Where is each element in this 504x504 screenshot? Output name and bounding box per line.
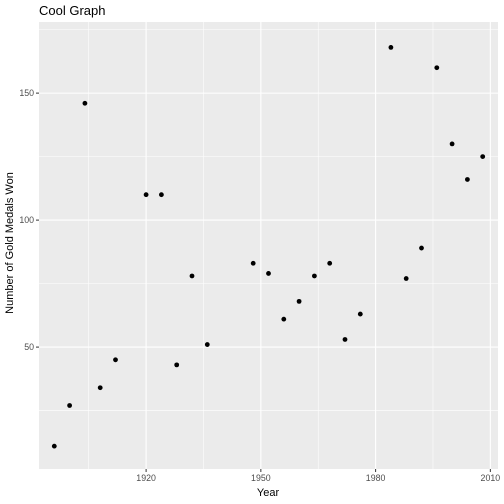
x-tick-label: 1920: [136, 473, 156, 483]
minor-gridlines: [39, 22, 498, 469]
data-point: [189, 273, 195, 279]
x-axis-title: Year: [257, 487, 280, 499]
data-point: [403, 276, 409, 281]
data-point: [342, 337, 348, 342]
data-point: [266, 271, 271, 276]
data-point: [113, 357, 118, 363]
data-point: [312, 273, 317, 279]
data-point: [250, 260, 256, 266]
y-tick-label: 50: [24, 342, 34, 352]
data-point: [419, 245, 424, 251]
data-point: [357, 311, 363, 317]
data-points: [51, 44, 486, 449]
data-point: [281, 316, 287, 322]
y-tick-label: 150: [19, 88, 34, 98]
y-axis: 50 100 150: [19, 88, 39, 352]
data-point: [449, 141, 455, 147]
data-point: [82, 100, 88, 106]
x-tick-label: 2010: [481, 473, 501, 483]
x-tick-label: 1950: [251, 473, 271, 483]
data-point: [159, 192, 164, 198]
data-point: [143, 192, 149, 198]
data-point: [388, 44, 394, 50]
data-point: [174, 362, 180, 368]
plot-panel: [39, 22, 498, 469]
data-point: [465, 177, 470, 182]
x-tick-label: 1980: [366, 473, 386, 483]
data-point: [327, 260, 333, 266]
major-gridlines: [39, 22, 498, 469]
data-point: [480, 154, 486, 160]
y-tick-label: 100: [19, 215, 34, 225]
data-point: [434, 65, 440, 71]
data-point: [97, 385, 103, 391]
data-point: [296, 298, 302, 304]
data-point: [51, 443, 57, 449]
data-point: [67, 403, 72, 408]
y-axis-title: Number of Gold Medals Won: [4, 172, 16, 314]
x-axis: 1920 1950 1980 2010: [136, 469, 500, 483]
chart-title: Cool Graph: [39, 3, 105, 18]
data-point: [204, 342, 210, 347]
